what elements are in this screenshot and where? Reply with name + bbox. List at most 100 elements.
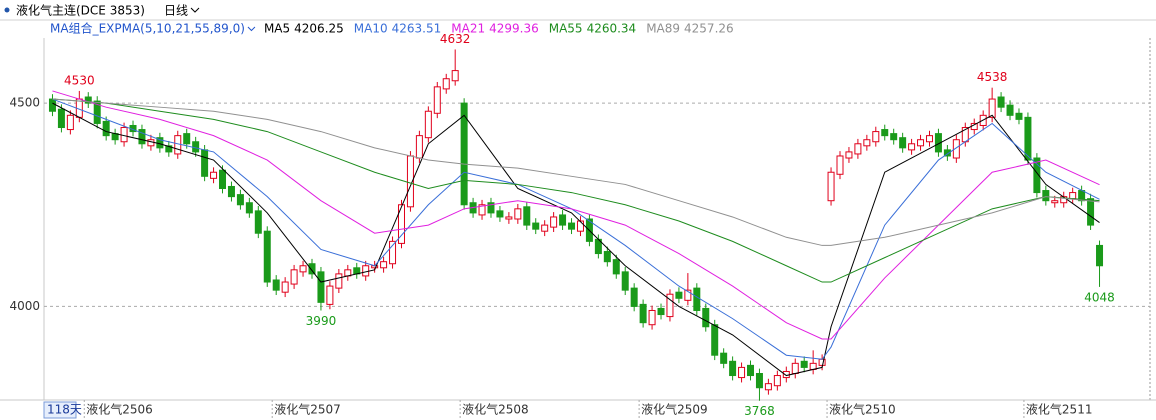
candle-body <box>514 208 522 220</box>
bullet <box>4 7 10 13</box>
candle-body <box>254 210 262 234</box>
candle-body <box>1024 116 1032 161</box>
extreme-label: 3768 <box>744 404 775 418</box>
candle-body <box>550 216 558 228</box>
candle-body <box>899 137 907 149</box>
candle-body <box>487 202 495 214</box>
candle-body <box>532 222 540 230</box>
candle-body <box>854 143 862 155</box>
extreme-label: 4530 <box>64 73 95 87</box>
candle-body <box>380 261 388 269</box>
candle-body <box>764 383 772 391</box>
candle-body <box>272 279 280 291</box>
legend-value: 4260.34 <box>587 22 637 36</box>
ma-line <box>52 98 1100 360</box>
candle-body <box>424 110 432 139</box>
candle-body <box>201 149 209 177</box>
candle-body <box>827 171 835 202</box>
extreme-label: 4632 <box>440 32 471 46</box>
candle-body <box>997 96 1005 108</box>
candle-body <box>1042 190 1050 202</box>
x-tick-label: 液化气2509 <box>641 402 708 417</box>
candle-body <box>1069 192 1077 200</box>
candle-body <box>917 139 925 147</box>
candle-body <box>263 230 271 283</box>
candle-body <box>693 287 701 311</box>
candle-body <box>720 352 728 364</box>
candle-body <box>147 139 155 147</box>
ma-line <box>52 98 1100 246</box>
indicator-name[interactable]: MA组合_EXPMA(5,10,21,55,89,0) <box>50 21 245 36</box>
candle-body <box>1006 104 1014 116</box>
candle-body <box>988 98 996 118</box>
candle-body <box>57 108 65 129</box>
candle-body <box>460 102 468 206</box>
candle-body <box>451 70 459 82</box>
legend-value: 4206.25 <box>294 22 344 36</box>
candle-body <box>1096 244 1104 267</box>
candle-body <box>397 204 405 244</box>
candle-body <box>478 204 486 216</box>
candle-body <box>675 291 683 299</box>
candle-body <box>138 129 146 145</box>
candle-body <box>192 141 200 153</box>
legend-value: 4257.26 <box>684 22 734 36</box>
candle-body <box>845 151 853 159</box>
days-label: 118天 <box>47 403 82 417</box>
candle-body <box>576 220 584 232</box>
candle-body <box>890 133 898 141</box>
candle-body <box>120 127 128 143</box>
candle-body <box>612 259 620 275</box>
candle-body <box>639 303 647 324</box>
candle-body <box>183 133 191 145</box>
candle-body <box>568 222 576 230</box>
dropdown-icon <box>247 26 256 32</box>
candle-body <box>755 373 763 389</box>
candle-body <box>1015 112 1023 120</box>
candle-body <box>791 362 799 375</box>
candle-body <box>908 143 916 151</box>
period-selector[interactable]: 日线 <box>164 4 188 18</box>
candle-body <box>362 265 370 277</box>
legend-value: 4299.36 <box>489 22 539 36</box>
candle-body <box>335 273 343 289</box>
candle-body <box>1051 200 1059 204</box>
candle-body <box>541 224 549 232</box>
dropdown-icon[interactable] <box>190 7 200 13</box>
candle-body <box>505 216 513 220</box>
candle-body <box>496 210 504 218</box>
candle-body <box>872 131 880 143</box>
candle-body <box>925 135 933 143</box>
candle-body <box>281 281 289 293</box>
extreme-label: 4538 <box>977 70 1008 84</box>
candle-body <box>1033 157 1041 194</box>
candle-body <box>102 120 110 137</box>
candle-body <box>227 185 235 198</box>
candle-body <box>84 96 92 104</box>
candle-body <box>863 139 871 147</box>
candle-body <box>943 149 951 157</box>
ma-line <box>52 90 1100 340</box>
candle-body <box>621 271 629 291</box>
candle-body <box>219 169 227 190</box>
candle-body <box>93 100 101 124</box>
candle-body <box>236 194 244 206</box>
legend-name: MA55 <box>549 22 583 36</box>
candle-body <box>415 135 423 159</box>
candle-body <box>630 287 638 307</box>
candle-body <box>308 263 316 275</box>
x-tick-label: 液化气2506 <box>86 402 153 417</box>
candle-body <box>290 269 298 285</box>
chart-title: 液化气主连(DCE 3853) <box>16 3 145 18</box>
candle-body <box>66 114 74 131</box>
candle-body <box>800 360 808 368</box>
x-tick-label: 液化气2510 <box>829 402 896 417</box>
x-tick-label: 液化气2508 <box>462 402 529 417</box>
candle-body <box>702 307 710 328</box>
legend-name: MA21 <box>451 22 485 36</box>
y-tick-label: 4500 <box>9 96 40 110</box>
ma-line <box>52 98 1100 283</box>
y-tick-label: 4000 <box>9 299 40 313</box>
